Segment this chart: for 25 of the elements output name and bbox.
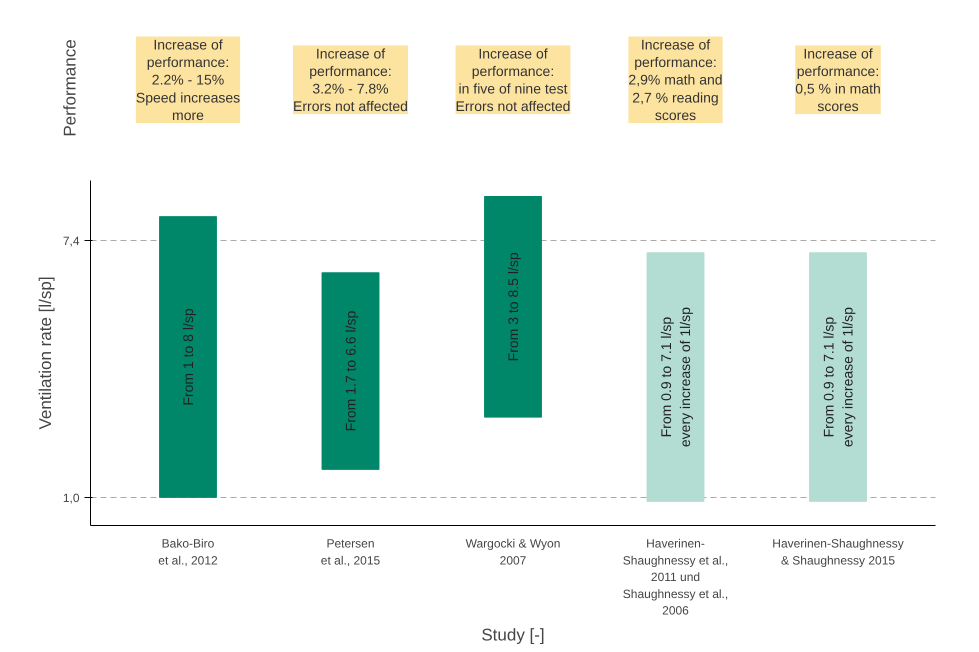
y-tick-label: 7,4 (62, 234, 80, 248)
text: Increase of performance: 2.2% - 15% Speed increases more (136, 36, 240, 123)
text: Increase of performance: in five of nine test Errors not affected (456, 45, 570, 114)
y-tick-label: 1,0 (62, 490, 80, 505)
x-tick-label: Haverinen- Shaughnessy et al., 2011 und Shaughnessy et al., 2006 (622, 536, 728, 618)
y-axis-title: Ventilation rate [l/sp] (36, 276, 55, 430)
text: Increase of performance: 0,5 % in math scores (795, 45, 881, 114)
bar (159, 216, 217, 498)
text: Increase of performance: 2,9% math and 2,7 % reading scores (628, 36, 723, 123)
text: Performance (60, 39, 80, 137)
annotation: From 0.9 to 7.1 l/sp every increase of 1l/sp (820, 306, 856, 448)
x-tick-label: Haverinen-Shaughnessy & Shaughnessy 2015 (772, 536, 904, 568)
annotation: From 3 to 8.5 l/sp (505, 252, 521, 362)
x-tick-label: Bako-Biro et al., 2012 (158, 536, 218, 568)
annotation: From 1 to 8 l/sp (180, 308, 196, 406)
bar (484, 196, 542, 418)
x-tick-label: Petersen et al., 2015 (320, 536, 381, 568)
annotation: From 1.7 to 6.6 l/sp (342, 310, 358, 432)
bar (322, 272, 380, 470)
x-tick-label: Wargocki & Wyon 2007 (466, 536, 560, 568)
bar (809, 252, 867, 502)
bar (646, 252, 704, 502)
annotation: From 0.9 to 7.1 l/sp every increase of 1l/sp (658, 306, 694, 448)
text: Increase of performance: 3.2% - 7.8% Errors not affected (293, 45, 408, 114)
x-axis-title: Study [-] (481, 626, 545, 645)
